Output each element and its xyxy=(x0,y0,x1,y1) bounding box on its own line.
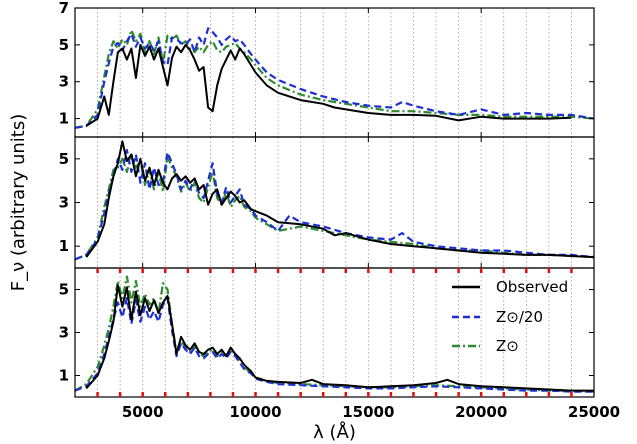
x-tick-label: 10000 xyxy=(229,403,281,421)
x-tick-label: 5000 xyxy=(122,403,164,421)
y-tick-label: 1 xyxy=(59,110,69,128)
x-tick-label: 20000 xyxy=(455,403,507,421)
legend-label: Z⊙ xyxy=(496,337,519,355)
series-group xyxy=(75,275,594,393)
y-tick-label: 1 xyxy=(59,237,69,255)
series-line-z xyxy=(75,29,594,129)
legend: Observed Z⊙/20 Z⊙ xyxy=(452,278,568,355)
panel-1: 1 3 5 7 xyxy=(59,0,595,138)
series-line-observed xyxy=(85,284,594,392)
series-line-z xyxy=(75,275,594,393)
series-line-z20 xyxy=(75,27,594,129)
panel-frame xyxy=(74,136,595,269)
series-line-observed xyxy=(85,43,572,127)
y-tick-label: 7 xyxy=(59,0,69,17)
y-tick-label: 3 xyxy=(59,73,69,91)
panel-3: 1 3 5 xyxy=(59,267,595,398)
y-tick-label: 3 xyxy=(59,194,69,212)
y-tick-label: 5 xyxy=(59,150,69,168)
y-tick-label: 5 xyxy=(59,281,69,299)
y-tick-label: 3 xyxy=(59,324,69,342)
y-axis-label: F_ν (arbitrary units) xyxy=(8,114,29,292)
series-line-observed xyxy=(85,140,594,259)
x-tick-label: 25000 xyxy=(568,403,620,421)
panel-frame xyxy=(74,267,595,398)
y-tick-label: 1 xyxy=(59,367,69,385)
series-line-z20 xyxy=(75,149,594,261)
axes-text: λ (Å) F_ν (arbitrary units) xyxy=(8,114,356,443)
panel-stack: 1 3 5 7 1 3 5 1 3 5 5000 10000 15000 20000 25000 Observ… xyxy=(59,0,621,421)
series-group xyxy=(75,140,594,261)
legend-label: Observed xyxy=(496,278,568,296)
x-axis-label: λ (Å) xyxy=(313,421,356,443)
y-tick-label: 5 xyxy=(59,36,69,54)
series-group xyxy=(75,27,594,129)
legend-label: Z⊙/20 xyxy=(496,308,543,326)
x-tick-label: 15000 xyxy=(342,403,394,421)
panel-2: 1 3 5 xyxy=(59,136,595,269)
